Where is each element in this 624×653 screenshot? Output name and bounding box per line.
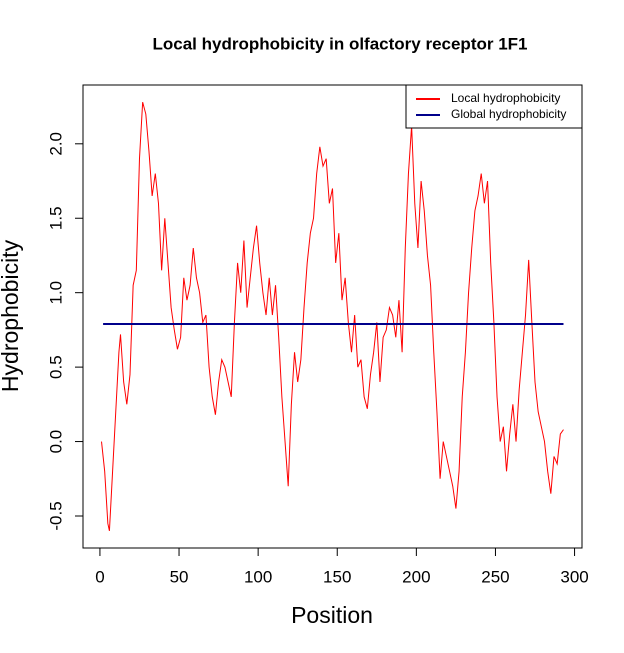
y-tick-label: 2.0 — [46, 132, 65, 156]
y-tick-label: 1.5 — [46, 206, 65, 230]
x-tick-label: 200 — [402, 567, 430, 586]
x-tick-label: 250 — [481, 567, 509, 586]
legend-box — [405, 84, 583, 129]
y-tick-label: 0.0 — [46, 430, 65, 454]
y-tick-label: 1.0 — [46, 281, 65, 305]
y-axis-label: Hydrophobicity — [0, 239, 23, 392]
y-tick-label: 0.5 — [46, 355, 65, 379]
chart-title: Local hydrophobicity in olfactory recept… — [152, 34, 527, 53]
x-axis-label: Position — [291, 602, 373, 628]
x-tick-label: 100 — [244, 567, 272, 586]
series-line — [101, 101, 564, 531]
legend-label: Local hydrophobicity — [451, 91, 560, 105]
plot-frame — [82, 84, 583, 549]
y-tick-label: -0.5 — [46, 501, 65, 530]
x-tick-label: 0 — [95, 567, 104, 586]
x-tick-label: 300 — [560, 567, 588, 586]
legend-label: Global hydrophobicity — [451, 107, 566, 121]
x-tick-label: 50 — [170, 567, 189, 586]
x-tick-label: 150 — [323, 567, 351, 586]
